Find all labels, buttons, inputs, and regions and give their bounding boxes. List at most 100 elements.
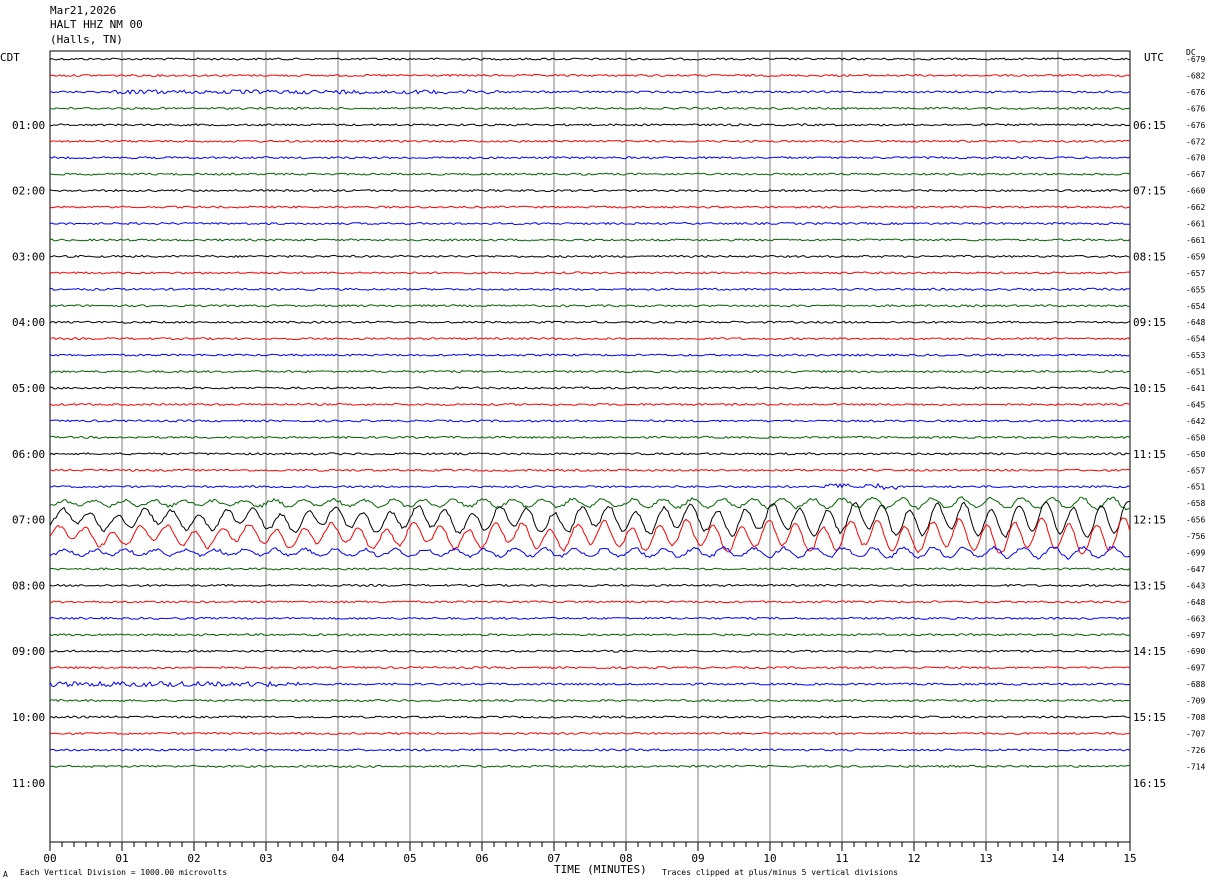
x-tick-label: 04	[331, 852, 345, 865]
trace-line	[49, 304, 1131, 308]
dc-offset-label: -650	[1186, 433, 1205, 442]
left-hour-label: 06:00	[12, 448, 45, 461]
trace-line	[49, 156, 1131, 160]
dc-offset-label: -651	[1186, 368, 1205, 377]
x-axis-title: TIME (MINUTES)	[554, 863, 647, 876]
trace-line	[49, 517, 1131, 555]
dc-offset-label: -708	[1186, 713, 1205, 722]
trace-line	[49, 698, 1131, 703]
dc-offset-label: -676	[1186, 121, 1205, 130]
trace-line	[49, 496, 1130, 511]
trace-line	[49, 616, 1131, 621]
dc-offset-label: -648	[1186, 318, 1205, 327]
trace-line	[49, 402, 1131, 407]
trace-line	[49, 123, 1131, 127]
right-timezone-label: UTC	[1144, 51, 1164, 64]
trace-line	[49, 320, 1131, 324]
trace-line	[49, 731, 1130, 736]
trace-line	[49, 680, 1131, 688]
scale-note: Each Vertical Division = 1000.00 microvo…	[20, 868, 228, 877]
dc-offset-label: -709	[1186, 697, 1205, 706]
station-location: (Halls, TN)	[50, 33, 123, 46]
trace-line	[49, 649, 1131, 653]
dc-offset-label: -658	[1186, 499, 1205, 508]
clip-note: Traces clipped at plus/minus 5 vertical …	[662, 868, 899, 877]
x-tick-label: 14	[1051, 852, 1065, 865]
right-hour-label: 10:15	[1133, 382, 1166, 395]
dc-offset-label: -642	[1186, 417, 1205, 426]
left-hour-label: 04:00	[12, 316, 45, 329]
dc-offset-label: -643	[1186, 581, 1205, 590]
right-hour-label: 15:15	[1133, 711, 1166, 724]
dc-offset-label: -641	[1186, 384, 1205, 393]
x-tick-label: 06	[475, 852, 488, 865]
left-hour-label: 01:00	[12, 119, 45, 132]
x-tick-label: 07	[547, 852, 560, 865]
left-hour-label: 09:00	[12, 645, 45, 658]
trace-line	[49, 482, 1131, 491]
trace-line	[49, 205, 1131, 209]
right-hour-label: 08:15	[1133, 250, 1166, 263]
x-tick-label: 03	[259, 852, 272, 865]
trace-line	[49, 221, 1130, 226]
right-hour-label: 16:15	[1133, 777, 1166, 790]
trace-line	[49, 139, 1131, 143]
dc-offset-label: -676	[1186, 88, 1205, 97]
dc-offset-label: -661	[1186, 220, 1205, 229]
trace-line	[49, 238, 1131, 242]
x-tick-label: 12	[907, 852, 920, 865]
x-tick-label: 15	[1123, 852, 1136, 865]
dc-column-label: DC	[1186, 48, 1196, 57]
dc-offset-label: -667	[1186, 170, 1205, 179]
x-tick-label: 08	[619, 852, 632, 865]
trace-line	[49, 452, 1131, 456]
plot-frame	[49, 50, 1131, 843]
dc-offset-label: -662	[1186, 203, 1205, 212]
trace-line	[49, 254, 1131, 259]
dc-offset-label: -699	[1186, 549, 1205, 558]
left-hour-label: 11:00	[12, 777, 45, 790]
trace-line	[49, 567, 1131, 571]
dc-offset-label: -707	[1186, 729, 1205, 738]
dc-offset-label: -663	[1186, 614, 1205, 623]
dc-offset-label: -688	[1186, 680, 1205, 689]
x-tick-label: 02	[187, 852, 200, 865]
left-hour-label: 10:00	[12, 711, 45, 724]
x-tick-label: 13	[979, 852, 992, 865]
right-hour-label: 12:15	[1133, 514, 1166, 527]
right-hour-label: 13:15	[1133, 579, 1166, 592]
trace-line	[49, 172, 1131, 176]
right-hour-label: 11:15	[1133, 448, 1166, 461]
trace-line	[49, 468, 1131, 472]
trace-line	[49, 633, 1131, 637]
trace-line	[49, 89, 1131, 95]
corner-mark: A	[3, 870, 8, 879]
trace-line	[49, 764, 1131, 768]
dc-offset-label: -697	[1186, 664, 1205, 673]
trace-line	[49, 583, 1131, 588]
left-hour-label: 03:00	[12, 250, 45, 263]
dc-offset-label: -661	[1186, 236, 1205, 245]
x-tick-label: 01	[115, 852, 128, 865]
dc-offset-label: -654	[1186, 335, 1205, 344]
trace-line	[49, 287, 1131, 291]
left-hour-label: 08:00	[12, 579, 45, 592]
dc-offset-label: -650	[1186, 450, 1205, 459]
plot-date: Mar21,2026	[50, 4, 117, 17]
trace-line	[49, 73, 1131, 78]
trace-line	[49, 500, 1130, 539]
trace-line	[49, 666, 1131, 670]
dc-offset-label: -651	[1186, 483, 1205, 492]
dc-offset-label: -714	[1186, 762, 1205, 771]
dc-offset-label: -657	[1186, 269, 1205, 278]
station-code: HALT HHZ NM 00	[50, 18, 143, 31]
right-hour-label: 07:15	[1133, 185, 1166, 198]
dc-offset-label: -655	[1186, 285, 1205, 294]
left-hour-label: 07:00	[12, 514, 45, 527]
trace-line	[49, 545, 1131, 560]
dc-offset-label: -657	[1186, 466, 1205, 475]
dc-offset-label: -672	[1186, 137, 1205, 146]
dc-offset-label: -756	[1186, 532, 1205, 541]
left-hour-label: 05:00	[12, 382, 45, 395]
